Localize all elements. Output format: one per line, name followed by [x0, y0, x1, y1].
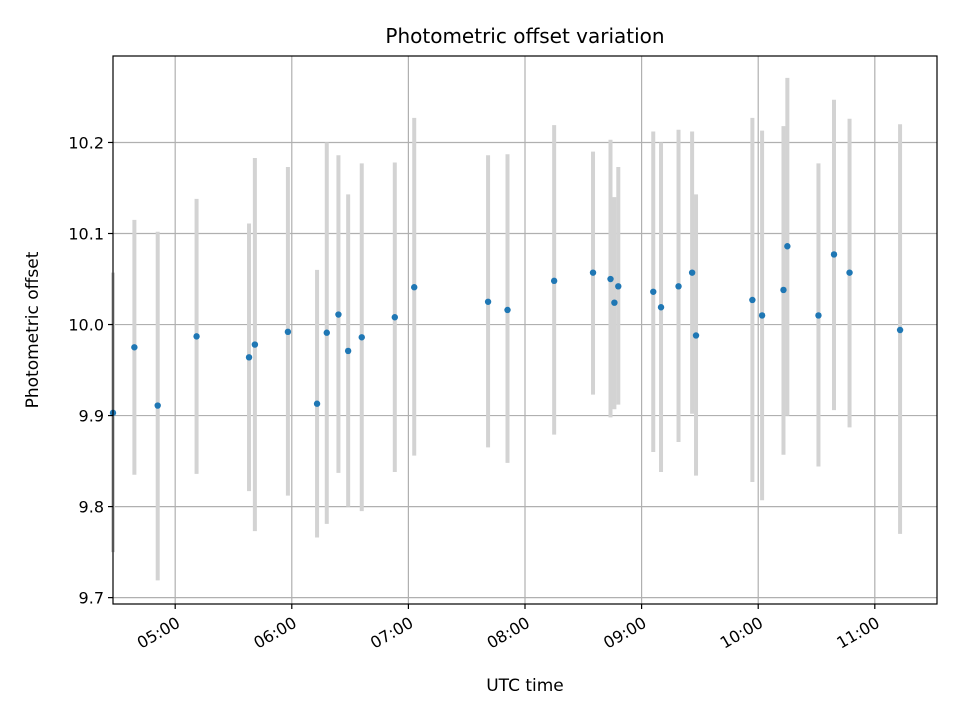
data-point: [154, 402, 161, 409]
data-point: [245, 354, 253, 361]
data-point: [411, 284, 418, 291]
data-point: [815, 312, 822, 319]
data-point: [675, 283, 682, 290]
y-tick-label: 9.9: [79, 407, 104, 426]
data-points: [109, 243, 904, 417]
y-tick-label: 10.2: [68, 133, 104, 152]
data-point: [780, 286, 787, 294]
data-point: [484, 298, 492, 305]
data-point: [323, 329, 330, 336]
y-tick-label: 10.0: [68, 316, 104, 335]
y-tick-label: 9.8: [79, 498, 104, 517]
data-point: [784, 243, 791, 250]
data-point: [846, 269, 853, 276]
data-point: [391, 314, 398, 321]
data-point: [657, 304, 665, 311]
data-point: [589, 269, 597, 276]
data-point: [193, 333, 200, 340]
data-point: [611, 299, 618, 306]
y-axis-ticks: 9.7 9.8 9.9 10.0 10.1 10.2: [68, 133, 113, 608]
data-point: [896, 326, 904, 334]
data-point: [830, 251, 838, 258]
y-axis-title: Photometric offset: [23, 251, 43, 408]
chart-title: Photometric offset variation: [385, 24, 664, 48]
y-tick-label: 10.1: [68, 225, 104, 244]
data-point: [504, 306, 511, 314]
data-point: [692, 332, 700, 339]
data-point: [131, 344, 138, 351]
x-axis-title: UTC time: [486, 676, 564, 696]
data-point: [758, 312, 766, 319]
data-point: [335, 311, 342, 318]
data-point: [358, 334, 365, 341]
data-point: [650, 288, 657, 295]
data-point: [607, 275, 614, 283]
data-point: [615, 283, 622, 290]
data-point: [749, 296, 756, 304]
data-point: [550, 277, 558, 285]
data-point: [251, 341, 259, 348]
data-point: [344, 347, 352, 355]
y-tick-label: 9.7: [79, 589, 104, 608]
data-point: [688, 269, 696, 276]
data-point: [313, 400, 321, 407]
data-point: [284, 328, 292, 336]
